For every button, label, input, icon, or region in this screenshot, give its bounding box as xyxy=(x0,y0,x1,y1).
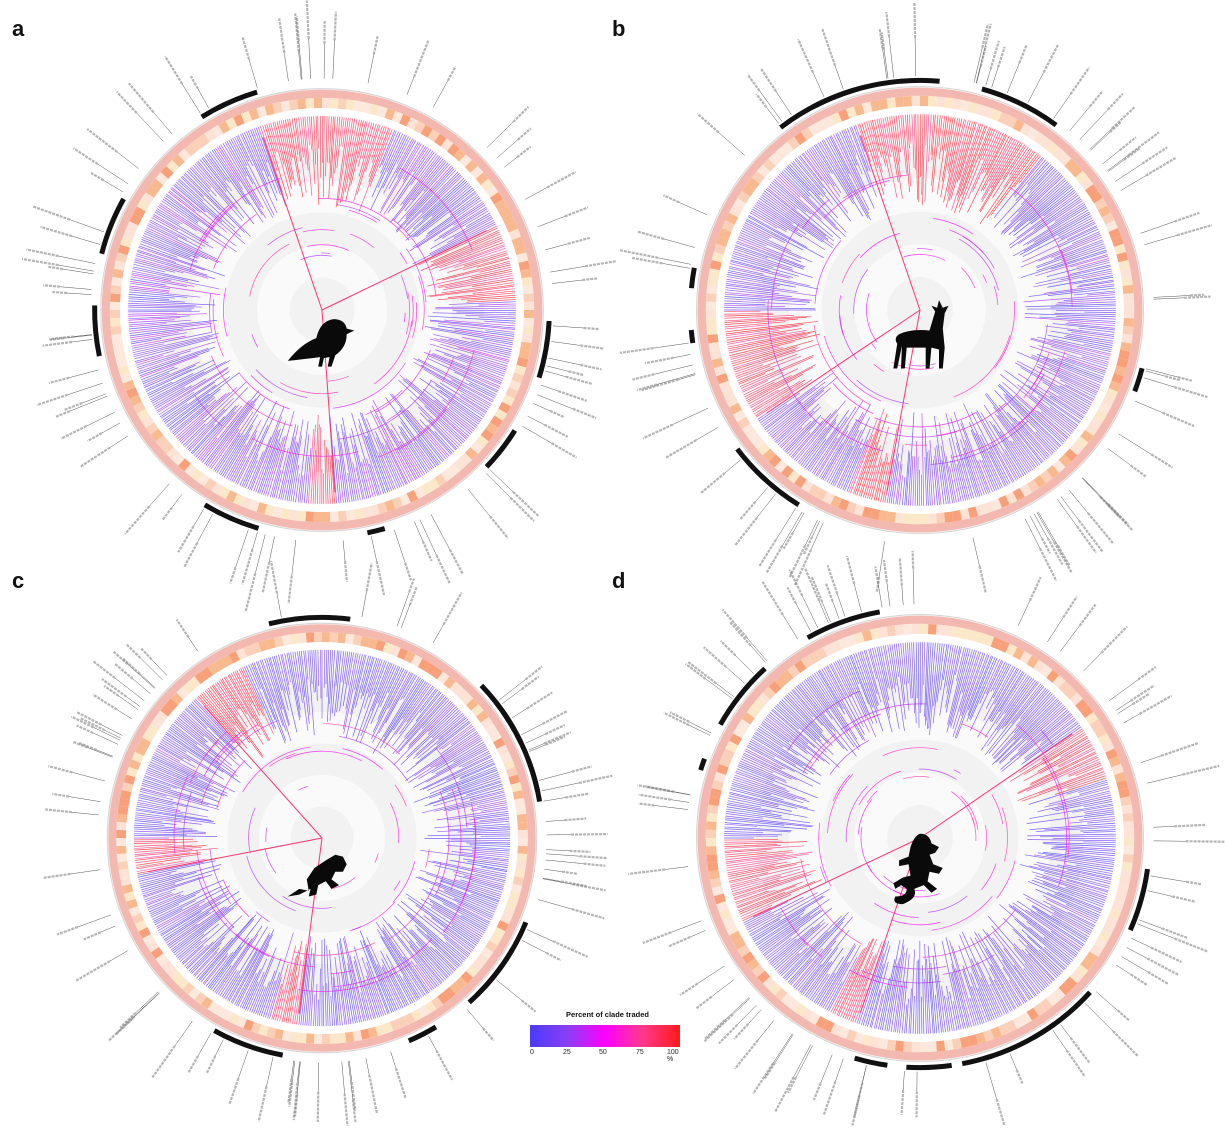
panel-letter-b: b xyxy=(612,16,626,41)
legend-gradient-bar xyxy=(530,1025,680,1047)
lizard-icon xyxy=(893,833,943,905)
color-legend: Percent of clade traded 0 25 50 75 100 % xyxy=(530,1010,685,1063)
legend-tick-25: 25 xyxy=(563,1049,571,1056)
panel-letter-c: c xyxy=(12,568,25,593)
panel-letter-d: d xyxy=(612,568,626,593)
legend-tick-75: 75 xyxy=(636,1049,644,1056)
legend-ticks: 0 25 50 75 100 % xyxy=(530,1047,680,1063)
panel-letter-a: a xyxy=(12,16,25,41)
legend-tick-100: 100 % xyxy=(667,1049,679,1063)
legend-tick-50: 50 xyxy=(599,1049,607,1056)
legend-title: Percent of clade traded xyxy=(566,1010,649,1019)
phylogeny-tree-a xyxy=(21,0,616,613)
bird-icon xyxy=(287,319,355,367)
phylogeny-tree-c xyxy=(42,560,613,1126)
legend-tick-0: 0 xyxy=(530,1049,534,1056)
phylogeny-tree-b xyxy=(619,2,1213,594)
frog-icon xyxy=(287,854,347,897)
deer-icon xyxy=(893,300,949,369)
